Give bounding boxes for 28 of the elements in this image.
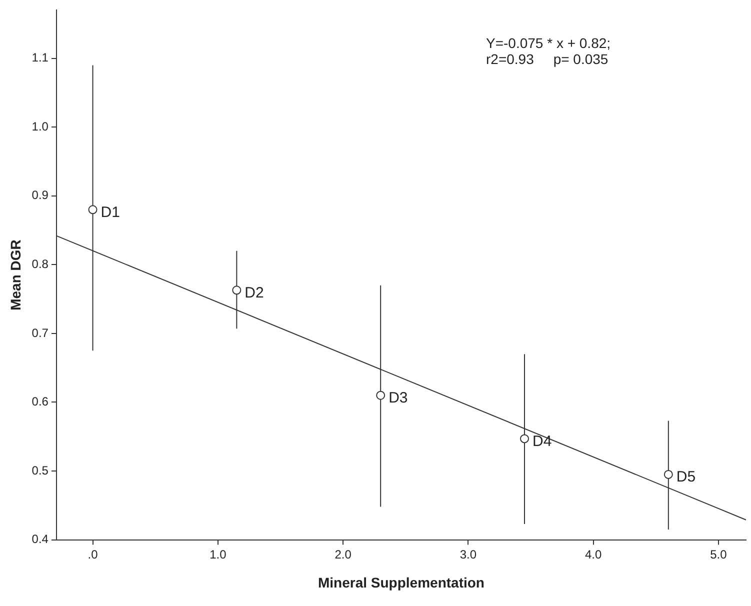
x-tick-label: 5.0 (710, 547, 728, 562)
annotation: D1 (100, 204, 120, 221)
annotation: D4 (532, 432, 552, 450)
annotation: D2 (244, 284, 264, 302)
x-axis-title: Mineral Supplementation (318, 574, 484, 590)
y-tick-label: 0.8 (32, 256, 49, 271)
y-tick-label: 0.7 (32, 326, 49, 340)
annotation: D5 (676, 468, 696, 486)
y-tick-label: 1.1 (32, 50, 49, 65)
y-axis-title: Mean DGR (7, 240, 24, 310)
x-tick-label: 4.0 (584, 547, 602, 562)
point (232, 286, 242, 295)
point (88, 205, 98, 214)
y-tick-label: 0.4 (32, 532, 49, 546)
annotation: Y=-0.075 * x + 0.82; (486, 34, 611, 51)
point (520, 434, 530, 444)
x-tick-label: 1.0 (210, 547, 227, 562)
x-tick-label: 3.0 (460, 547, 477, 562)
y-tick-label: 0.9 (32, 188, 49, 202)
point (376, 390, 386, 400)
point (664, 470, 673, 479)
y-tick-label: 0.6 (32, 394, 49, 409)
y-tick-label: 1.0 (32, 119, 49, 134)
x-tick-label: .0 (88, 547, 98, 562)
annotation: r2=0.93 p= 0.035 (486, 50, 608, 67)
x-tick-label: 2.0 (334, 547, 352, 562)
annotation: D3 (388, 390, 408, 407)
y-tick-label: 0.5 (32, 463, 49, 478)
